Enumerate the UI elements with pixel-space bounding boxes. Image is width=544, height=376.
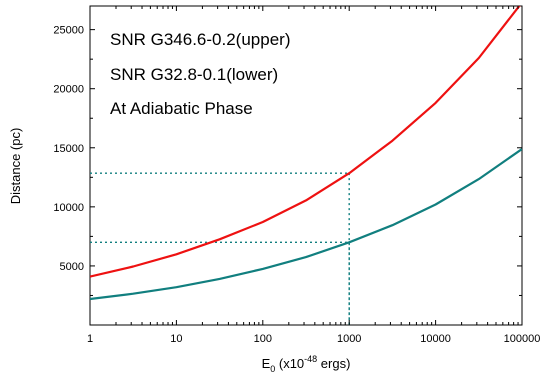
- x-axis-label-pre: (x10: [275, 356, 304, 371]
- x-tick-labels: 1 10 100 1000 10000 100000: [87, 333, 540, 345]
- ticks: [89, 6, 523, 325]
- x-tick-label: 10: [170, 333, 182, 345]
- x-axis-label-main: E: [262, 356, 271, 371]
- series-line-0: [90, 6, 521, 278]
- x-tick-label: 1000: [337, 333, 361, 345]
- x-tick-label: 100: [254, 333, 272, 345]
- y-tick-label: 5000: [60, 261, 84, 273]
- x-axis-label-post: ergs): [317, 356, 350, 371]
- y-tick-label: 25000: [53, 25, 84, 37]
- y-axis-label: Distance (pc): [8, 128, 23, 205]
- series-layer: [90, 6, 522, 301]
- x-axis-label-sup: -48: [304, 354, 317, 364]
- y-tick-labels: 5000 10000 15000 20000 25000: [53, 25, 84, 273]
- annotation-phase: At Adiabatic Phase: [110, 99, 253, 118]
- reference-lines: [90, 172, 350, 325]
- x-tick-label: 1: [87, 333, 93, 345]
- x-tick-label: 100000: [504, 333, 541, 345]
- y-tick-label: 15000: [53, 143, 84, 155]
- plot-area: [89, 5, 523, 326]
- x-axis-label: E0 (x10-48 ergs): [262, 354, 351, 374]
- annotation-upper: SNR G346.6-0.2(upper): [110, 30, 290, 49]
- x-axis-label-sub: 0: [270, 364, 275, 374]
- annotation-lower: SNR G32.8-0.1(lower): [110, 65, 278, 84]
- y-tick-label: 10000: [53, 202, 84, 214]
- series-line-1: [90, 148, 522, 301]
- y-tick-label: 20000: [53, 84, 84, 96]
- x-tick-label: 10000: [420, 333, 451, 345]
